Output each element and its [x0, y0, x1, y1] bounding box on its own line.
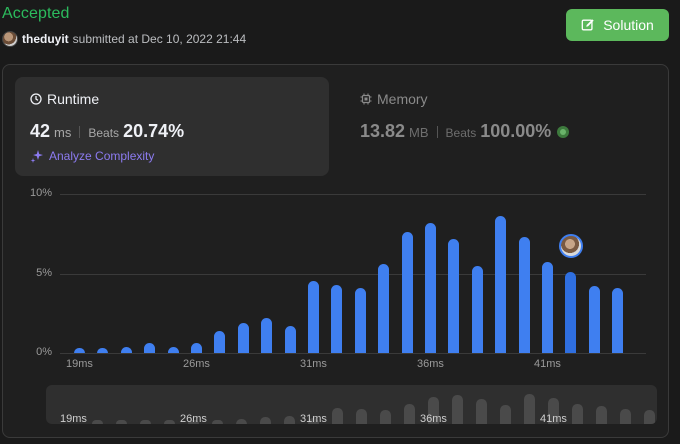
mini-chart-bar	[380, 409, 391, 424]
gridline	[60, 353, 646, 354]
runtime-title: Runtime	[30, 91, 99, 107]
mini-chart-bar	[452, 395, 463, 424]
memory-unit: MB	[409, 125, 429, 140]
mini-chart-bar	[260, 417, 271, 424]
submitted-time: submitted at Dec 10, 2022 21:44	[72, 32, 247, 46]
chart-bar[interactable]	[565, 271, 577, 353]
memory-title-label: Memory	[377, 91, 428, 107]
chart-bar[interactable]	[284, 325, 296, 353]
chart-bar[interactable]	[74, 348, 85, 353]
chart-bar[interactable]	[588, 286, 600, 353]
runtime-stats: 42 ms Beats 20.74%	[30, 121, 184, 142]
runtime-unit: ms	[54, 125, 72, 140]
avatar[interactable]	[2, 31, 18, 47]
edit-icon	[581, 19, 594, 31]
chart-bar[interactable]	[612, 287, 624, 353]
mini-chart-bar	[644, 409, 655, 424]
runtime-value: 42	[30, 121, 51, 141]
analyze-complexity-label: Analyze Complexity	[49, 149, 155, 163]
gridline	[60, 273, 646, 275]
chart-bar[interactable]	[542, 262, 553, 353]
divider	[436, 125, 438, 138]
mini-chart-bar	[548, 398, 559, 424]
sparkle-icon	[30, 150, 43, 163]
runtime-beats-value: 20.74%	[123, 121, 185, 141]
y-tick-label: 0%	[36, 346, 52, 358]
result-panel: Runtime 42 ms Beats 20.74% Analyze Compl…	[2, 64, 669, 438]
runtime-beats-label: Beats	[88, 126, 120, 140]
chart-bar[interactable]	[167, 346, 179, 353]
mini-x-tick-label: 41ms	[540, 413, 567, 424]
gridline	[60, 194, 646, 195]
chart-bar[interactable]	[495, 216, 507, 353]
chart-bar[interactable]	[425, 222, 436, 353]
memory-card[interactable]: Memory 13.82 MB Beats 100.00%	[345, 77, 659, 176]
mini-chart-bar	[308, 418, 319, 424]
mini-x-tick-label: 36ms	[420, 413, 447, 424]
x-tick-label: 31ms	[300, 358, 327, 370]
user-avatar-marker[interactable]	[559, 233, 584, 258]
mini-chart-bar	[116, 420, 127, 424]
x-tick-label: 36ms	[417, 358, 444, 370]
mini-chart-bar	[476, 398, 487, 424]
mini-chart-bar	[92, 420, 103, 424]
chart-bar[interactable]	[518, 236, 530, 353]
chart-bar[interactable]	[401, 232, 413, 353]
chart-bar[interactable]	[448, 238, 460, 353]
mini-chart-bar	[236, 419, 247, 424]
memory-beats-value: 100.00%	[480, 121, 552, 141]
chart-bar[interactable]	[144, 343, 156, 353]
mini-x-tick-label: 26ms	[180, 413, 207, 424]
mini-chart-bar	[332, 408, 343, 424]
x-tick-label: 26ms	[183, 358, 210, 370]
memory-stats: 13.82 MB Beats 100.00%	[360, 121, 571, 142]
mini-chart-bar	[404, 404, 415, 424]
mini-x-tick-label: 31ms	[300, 413, 327, 424]
mini-chart-bar	[356, 408, 367, 424]
runtime-title-label: Runtime	[47, 91, 100, 107]
username-link[interactable]: theduyit	[22, 32, 69, 46]
clock-icon	[30, 93, 42, 105]
x-tick-label: 19ms	[66, 358, 93, 370]
memory-title: Memory	[360, 91, 428, 107]
chart-bar[interactable]	[471, 265, 483, 353]
badge-icon	[557, 125, 570, 138]
y-tick-label: 5%	[36, 266, 52, 279]
solution-button[interactable]: Solution	[566, 9, 669, 41]
memory-beats-label: Beats	[445, 126, 477, 140]
mini-chart-bar	[164, 420, 175, 424]
chart-bar[interactable]	[191, 343, 202, 353]
memory-value: 13.82	[360, 121, 406, 141]
chart-bar[interactable]	[97, 348, 109, 353]
chart-bar[interactable]	[354, 287, 366, 353]
mini-chart-bar	[212, 420, 223, 424]
solution-button-label: Solution	[603, 17, 654, 33]
chart-bar[interactable]	[214, 330, 226, 353]
analyze-complexity-link[interactable]: Analyze Complexity	[30, 149, 154, 163]
chip-icon	[360, 93, 372, 105]
x-tick-label: 41ms	[534, 358, 561, 370]
chart-bar[interactable]	[120, 346, 132, 353]
chart-bar[interactable]	[308, 281, 319, 353]
mini-chart-bar	[428, 397, 439, 424]
mini-chart-bar	[620, 409, 631, 424]
chart-range-slider[interactable]: 19ms 26ms 31ms 36ms 41ms	[46, 385, 657, 424]
chart-bar[interactable]	[331, 284, 343, 353]
mini-chart-bar	[188, 420, 199, 424]
divider	[79, 125, 81, 138]
runtime-card[interactable]: Runtime 42 ms Beats 20.74% Analyze Compl…	[15, 77, 329, 176]
chart-bar[interactable]	[378, 263, 390, 353]
mini-x-tick-label: 19ms	[60, 413, 87, 424]
chart-bar[interactable]	[237, 322, 249, 353]
submission-info: theduyit submitted at Dec 10, 2022 21:44	[2, 31, 246, 47]
status-label: Accepted	[2, 5, 70, 22]
y-tick-label: 10%	[29, 187, 52, 199]
mini-chart-bar	[500, 404, 511, 424]
mini-chart-bar	[596, 406, 607, 424]
mini-chart-bar	[572, 404, 583, 424]
mini-chart-bar	[140, 420, 151, 424]
mini-chart-bar	[284, 416, 295, 424]
chart-bar[interactable]	[261, 318, 273, 353]
mini-chart-bar	[524, 393, 535, 424]
